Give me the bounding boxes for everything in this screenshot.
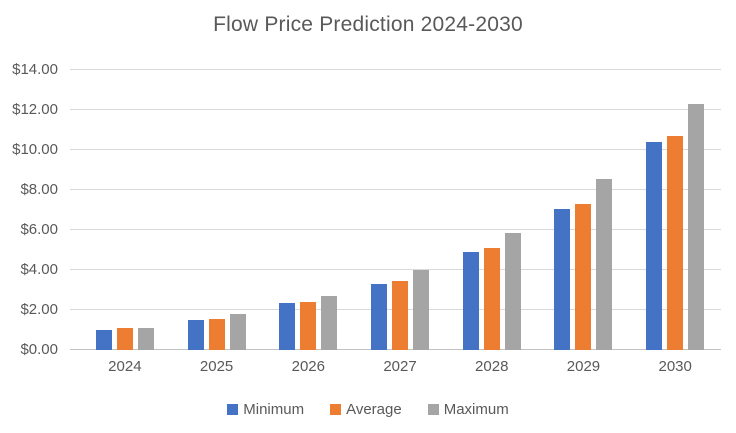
average-bar-2025 (208, 319, 225, 350)
bars-layer (79, 70, 721, 350)
y-axis-tick-label: $8.00 (20, 181, 58, 198)
bar-cluster (554, 179, 613, 350)
maximum-bar-2029 (596, 179, 613, 350)
legend-swatch-minimum-icon (227, 404, 239, 415)
maximum-bar-2030 (688, 104, 705, 350)
chart-title: Flow Price Prediction 2024-2030 (213, 13, 523, 36)
legend-label-average: Average (346, 401, 402, 418)
minimum-bar-2029 (554, 209, 571, 350)
x-axis-label-2028: 2028 (475, 358, 509, 375)
gridline (70, 69, 721, 70)
x-axis-label-2026: 2026 (291, 358, 325, 375)
gridline (70, 269, 721, 270)
legend-item-average: Average (330, 401, 402, 418)
maximum-bar-2024 (137, 328, 154, 350)
minimum-bar-2025 (187, 320, 204, 350)
y-axis-tick-label: $4.00 (20, 261, 58, 278)
legend: Minimum Average Maximum (0, 401, 736, 418)
x-axis-label-2024: 2024 (108, 358, 142, 375)
gridline (70, 229, 721, 230)
minimum-bar-2024 (95, 330, 112, 350)
bar-cluster (646, 104, 705, 350)
plot-area (70, 69, 721, 350)
legend-label-maximum: Maximum (443, 401, 509, 418)
average-bar-2028 (483, 248, 500, 350)
minimum-bar-2028 (462, 252, 479, 350)
x-axis-label-2029: 2029 (566, 358, 601, 375)
gridline (70, 109, 721, 110)
gridline (70, 189, 721, 190)
legend-swatch-maximum-icon (427, 404, 439, 415)
y-axis-tick-label: $0.00 (20, 341, 58, 358)
x-axis: 2024 2025 2026 2027 2028 2029 2030 (79, 358, 721, 375)
y-axis: $0.00 $2.00 $4.00 $6.00 $8.00 $10.00 $12.00 $14… (0, 61, 58, 358)
x-axis-label-2027: 2027 (383, 358, 417, 375)
average-bar-2024 (116, 328, 133, 350)
legend-item-minimum: Minimum (227, 401, 304, 418)
maximum-bar-2025 (229, 314, 246, 350)
y-axis-tick-label: $2.00 (20, 301, 58, 318)
maximum-bar-2027 (413, 270, 430, 350)
bar-cluster (462, 233, 521, 350)
average-bar-2030 (667, 136, 684, 350)
y-axis-tick-label: $14.00 (12, 61, 58, 78)
bar-group-2025 (171, 70, 263, 350)
bar-group-2028 (446, 70, 538, 350)
bar-group-2026 (262, 70, 354, 350)
bar-group-2030 (629, 70, 721, 350)
bar-cluster (95, 328, 154, 350)
legend-swatch-average-icon (330, 404, 342, 415)
average-bar-2029 (575, 204, 592, 350)
maximum-bar-2028 (504, 233, 521, 350)
bar-cluster (187, 314, 246, 350)
x-axis-label-2030: 2030 (658, 358, 692, 375)
bar-cluster (371, 270, 430, 350)
minimum-bar-2030 (646, 142, 663, 350)
minimum-bar-2027 (371, 284, 388, 350)
bar-group-2027 (354, 70, 446, 350)
gridline (70, 149, 721, 150)
legend-label-minimum: Minimum (243, 401, 305, 418)
legend-item-maximum: Maximum (427, 401, 509, 418)
average-bar-2026 (300, 302, 317, 350)
bar-group-2029 (538, 70, 630, 350)
maximum-bar-2026 (321, 296, 338, 350)
average-bar-2027 (392, 281, 409, 350)
y-axis-tick-label: $12.00 (12, 101, 58, 118)
y-axis-tick-label: $10.00 (12, 141, 58, 158)
bar-cluster (279, 296, 338, 350)
x-axis-label-2025: 2025 (199, 358, 234, 375)
y-axis-tick-label: $6.00 (20, 221, 58, 238)
minimum-bar-2026 (279, 303, 296, 350)
bar-group-2024 (79, 70, 171, 350)
